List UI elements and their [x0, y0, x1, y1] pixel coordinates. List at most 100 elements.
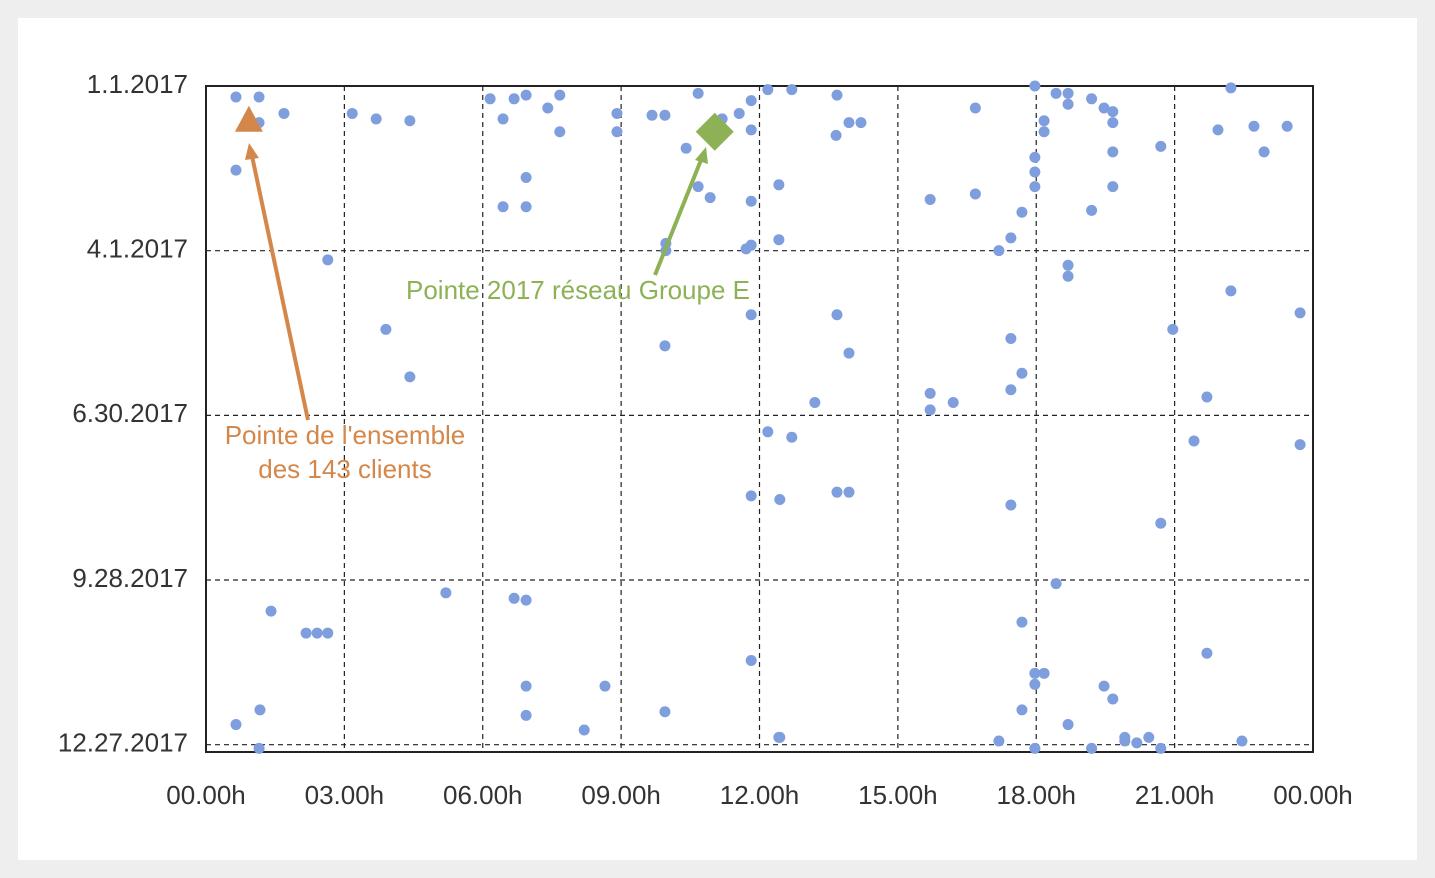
- point: [646, 109, 658, 121]
- point: [774, 494, 786, 506]
- highlight-diamond: [695, 112, 734, 151]
- point: [1005, 499, 1017, 511]
- point: [578, 724, 590, 736]
- point: [809, 397, 821, 409]
- point: [278, 107, 290, 119]
- point: [497, 113, 509, 125]
- point: [745, 655, 757, 667]
- point: [1098, 680, 1110, 692]
- point: [520, 594, 532, 606]
- point: [924, 387, 936, 399]
- y-tick-label: 6.30.2017: [72, 398, 188, 428]
- point: [404, 115, 416, 127]
- point: [1005, 332, 1017, 344]
- point: [322, 627, 334, 639]
- point: [762, 426, 774, 438]
- point: [745, 195, 757, 207]
- y-tick-label: 1.1.2017: [87, 69, 188, 99]
- point: [520, 171, 532, 183]
- point: [947, 397, 959, 409]
- point: [1281, 120, 1293, 132]
- point: [659, 340, 671, 352]
- point: [1062, 270, 1074, 282]
- y-tick-label: 9.28.2017: [72, 563, 188, 593]
- x-tick-label: 15.00h: [858, 780, 938, 810]
- point: [254, 704, 266, 716]
- point: [520, 201, 532, 213]
- point: [542, 102, 554, 114]
- green-arrow: [653, 147, 708, 276]
- point: [1029, 151, 1041, 163]
- y-tick-label: 12.27.2017: [58, 728, 188, 758]
- point: [1062, 87, 1074, 99]
- point: [745, 95, 757, 107]
- point: [745, 124, 757, 136]
- point: [1294, 439, 1306, 451]
- point: [843, 486, 855, 498]
- point: [1225, 285, 1237, 297]
- x-tick-label: 00.00h: [1273, 780, 1353, 810]
- point: [440, 587, 452, 599]
- annotation: Pointe de l'ensemble: [225, 420, 466, 450]
- point: [1201, 647, 1213, 659]
- orange-arrow: [245, 143, 310, 421]
- point: [1294, 307, 1306, 319]
- point: [1248, 120, 1260, 132]
- point: [370, 113, 382, 125]
- x-tick-label: 00.00h: [166, 780, 246, 810]
- point: [1086, 93, 1098, 105]
- point: [1016, 704, 1028, 716]
- point: [1029, 678, 1041, 690]
- point: [484, 93, 496, 105]
- point: [508, 592, 520, 604]
- point: [253, 742, 265, 754]
- point: [599, 680, 611, 692]
- point: [520, 680, 532, 692]
- point: [1236, 735, 1248, 747]
- point: [1016, 616, 1028, 628]
- point: [508, 93, 520, 105]
- point: [520, 709, 532, 721]
- point: [659, 109, 671, 121]
- point: [1258, 146, 1270, 158]
- point: [924, 193, 936, 205]
- point: [253, 91, 265, 103]
- x-tick-label: 03.00h: [305, 780, 385, 810]
- y-tick-label: 4.1.2017: [87, 234, 188, 264]
- point: [520, 89, 532, 101]
- point: [611, 126, 623, 138]
- point: [1005, 232, 1017, 244]
- point: [1029, 166, 1041, 178]
- point: [300, 627, 312, 639]
- point: [659, 706, 671, 718]
- point: [843, 347, 855, 359]
- point: [1107, 117, 1119, 129]
- point: [404, 371, 416, 383]
- point: [611, 107, 623, 119]
- point: [773, 179, 785, 191]
- point: [1062, 719, 1074, 731]
- point: [1188, 435, 1200, 447]
- point: [554, 89, 566, 101]
- point: [692, 181, 704, 193]
- points: [230, 80, 1306, 754]
- point: [1016, 206, 1028, 218]
- point: [1038, 667, 1050, 679]
- point: [831, 89, 843, 101]
- point: [762, 84, 774, 96]
- point: [1107, 181, 1119, 193]
- annotation: Pointe 2017 réseau Groupe E: [406, 275, 750, 305]
- point: [1098, 102, 1110, 114]
- point: [230, 719, 242, 731]
- point: [692, 87, 704, 99]
- point: [1029, 742, 1041, 754]
- point: [831, 486, 843, 498]
- point: [1038, 115, 1050, 127]
- point: [1029, 80, 1041, 92]
- point: [831, 309, 843, 321]
- x-tick-label: 12.00h: [720, 780, 800, 810]
- point: [1086, 204, 1098, 216]
- point: [1029, 181, 1041, 193]
- point: [230, 91, 242, 103]
